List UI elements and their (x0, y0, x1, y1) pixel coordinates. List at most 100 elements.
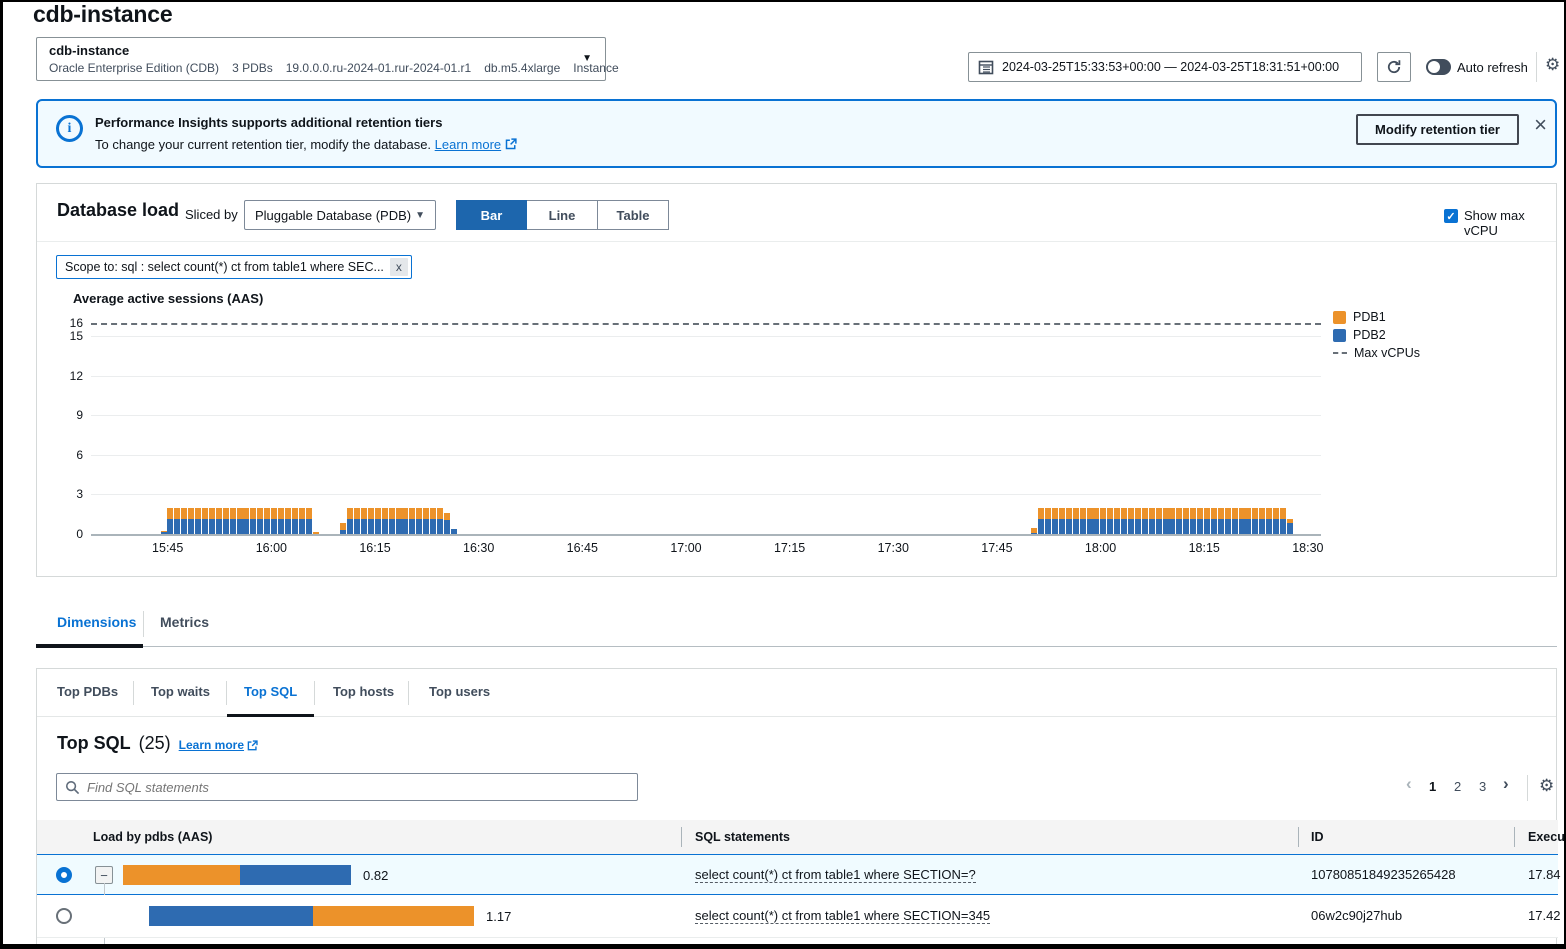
gridline (91, 494, 1321, 496)
load-value: 0.82 (363, 867, 389, 883)
sql-statement-link[interactable]: select count(*) ct from table1 where SEC… (695, 908, 991, 924)
legend-item-pdb1[interactable]: PDB1 (1333, 308, 1420, 326)
pagination-page-1[interactable]: 1 (1429, 779, 1437, 794)
table-row[interactable]: − 0.82 select count(*) ct from table1 wh… (37, 854, 1561, 895)
chart-bar-pdb2 (222, 518, 229, 534)
view-line-button[interactable]: Line (527, 200, 598, 230)
chart-bar-pdb2 (1224, 518, 1231, 534)
time-range-picker[interactable]: 2024-03-25T15:33:53+00:00 — 2024-03-25T1… (968, 52, 1362, 82)
pagination-next-icon[interactable]: › (1503, 774, 1509, 793)
learn-more-link[interactable]: Learn more (434, 137, 502, 152)
chart-bar-pdb1 (416, 507, 423, 519)
refresh-button[interactable] (1377, 52, 1411, 82)
chart-bar-pdb2 (250, 518, 257, 534)
legend-item-pdb2[interactable]: PDB2 (1333, 326, 1420, 344)
search-input[interactable] (87, 779, 629, 795)
x-axis-tick: 15:45 (152, 541, 184, 555)
table-row[interactable]: 1.17 select count(*) ct from table1 wher… (37, 895, 1561, 938)
chart-bar-pdb1 (312, 532, 319, 534)
chart-bar-pdb1 (1093, 507, 1100, 519)
instance-meta: Oracle Enterprise Edition (CDB) 3 PDBs 1… (49, 61, 619, 75)
chart-bar-pdb2 (160, 532, 167, 534)
top-sql-title: Top SQL (57, 733, 131, 753)
view-bar-button[interactable]: Bar (456, 200, 527, 230)
chart-bar-pdb1 (264, 507, 271, 519)
x-axis-tick: 16:45 (566, 541, 598, 555)
chart-bar-pdb2 (1121, 518, 1128, 534)
auto-refresh-toggle[interactable] (1426, 59, 1451, 75)
divider (37, 241, 1556, 242)
chart-bar-pdb2 (388, 518, 395, 534)
pagination-page-3[interactable]: 3 (1479, 779, 1487, 794)
dimensions-metrics-tabs: Dimensions Metrics (36, 607, 1557, 648)
col-header-id: ID (1311, 830, 1324, 844)
legend-label: Max vCPUs (1354, 346, 1420, 360)
table-settings-gear-icon[interactable]: ⚙ (1539, 776, 1555, 795)
info-banner: i Performance Insights supports addition… (36, 99, 1557, 168)
top-sql-panel: Top PDBs Top waits Top SQL Top hosts Top… (36, 668, 1565, 949)
chart-bar-pdb2 (1176, 518, 1183, 534)
chart-bar-pdb2 (1072, 518, 1079, 534)
chart-bar-pdb1 (188, 507, 195, 519)
tab-top-sql[interactable]: Top SQL (244, 684, 298, 699)
tab-dimensions[interactable]: Dimensions (57, 614, 137, 630)
dimension-type-tabs: Top PDBs Top waits Top SQL Top hosts Top… (37, 669, 1556, 717)
x-axis-tick: 17:15 (773, 541, 806, 555)
chart-legend: PDB1 PDB2 Max vCPUs (1333, 308, 1420, 362)
chart-title: Average active sessions (AAS) (73, 291, 264, 306)
banner-title: Performance Insights supports additional… (95, 115, 443, 130)
chart-bar-pdb1 (423, 507, 430, 519)
chart-bar-pdb2 (1141, 518, 1148, 534)
chart-bar-pdb2 (1252, 518, 1259, 534)
chart-bar-pdb2 (1079, 518, 1086, 534)
settings-gear-icon[interactable]: ⚙ (1545, 55, 1561, 74)
modify-retention-tier-button[interactable]: Modify retention tier (1356, 114, 1519, 145)
tab-metrics[interactable]: Metrics (160, 614, 210, 630)
collapse-minus-icon[interactable]: − (95, 866, 113, 884)
instance-pdbs: 3 PDBs (232, 61, 273, 75)
learn-more-link[interactable]: Learn more (179, 738, 258, 752)
sql-statement-link[interactable]: select count(*) ct from table1 where SEC… (695, 867, 976, 883)
chart-bar-pdb2 (229, 518, 236, 534)
chart-bar-pdb1 (1051, 507, 1058, 519)
chart-bar-pdb2 (1114, 518, 1121, 534)
chart-bar-pdb1 (257, 507, 264, 519)
chart-bar-pdb2 (1100, 518, 1107, 534)
legend-item-max-vcpus[interactable]: Max vCPUs (1333, 344, 1420, 362)
gridline (91, 375, 1321, 377)
tab-top-users[interactable]: Top users (429, 684, 491, 699)
chart-bar-pdb1 (291, 507, 298, 519)
instance-selector[interactable]: cdb-instance Oracle Enterprise Edition (… (36, 37, 619, 81)
chart-bar-pdb2 (430, 518, 437, 534)
x-axis-tick: 18:00 (1084, 541, 1117, 555)
chart-bar-pdb2 (174, 518, 181, 534)
chart-bar-pdb2 (215, 518, 222, 534)
chart-bar-pdb2 (1231, 518, 1238, 534)
divider (314, 681, 315, 705)
row-radio[interactable] (56, 908, 72, 924)
row-radio-selected[interactable] (56, 867, 72, 883)
close-icon[interactable]: × (1534, 112, 1547, 137)
tab-top-waits[interactable]: Top waits (151, 684, 210, 699)
divider (408, 681, 409, 705)
view-table-button[interactable]: Table (598, 200, 669, 230)
tab-top-pdbs[interactable]: Top PDBs (57, 684, 119, 699)
chart-bar-pdb1 (1065, 507, 1072, 519)
y-axis-tick: 15 (69, 329, 83, 344)
scope-filter-remove-icon[interactable]: x (389, 258, 408, 276)
load-bar-segment (149, 906, 313, 926)
y-axis-tick: 9 (76, 408, 83, 423)
slice-dropdown[interactable]: Pluggable Database (PDB) ▼ (244, 200, 436, 230)
instance-engine: Oracle Enterprise Edition (CDB) (49, 61, 220, 75)
gridline (91, 454, 1321, 456)
pagination-prev-icon[interactable]: ‹ (1406, 774, 1412, 793)
show-max-vcpu-checkbox[interactable]: ✓ (1444, 209, 1458, 223)
chart-bar-pdb1 (1114, 507, 1121, 519)
chart-bar-pdb1 (388, 507, 395, 519)
pagination-page-2[interactable]: 2 (1454, 779, 1462, 794)
chart-bar-pdb1 (1134, 507, 1141, 519)
chart-bar-pdb1 (250, 507, 257, 519)
chart-bar-pdb2 (1162, 518, 1169, 534)
chart-bar-pdb2 (423, 518, 430, 534)
tab-top-hosts[interactable]: Top hosts (333, 684, 395, 699)
